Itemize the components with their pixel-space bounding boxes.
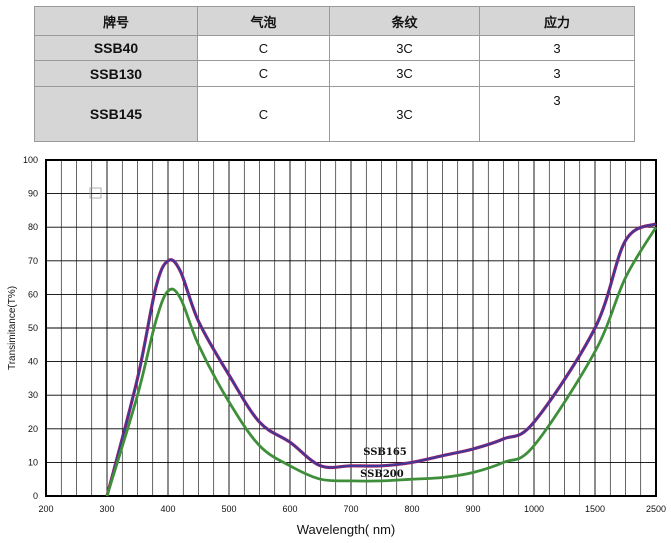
spec-table: 牌号 气泡 条纹 应力 SSB40 C 3C 3 SSB130 C 3C 3 S… xyxy=(34,6,635,142)
cell-grade: SSB40 xyxy=(34,35,198,61)
y-tick-label: 90 xyxy=(28,189,38,199)
table-row: SSB40 C 3C 3 xyxy=(34,35,635,61)
x-tick-label: 1500 xyxy=(585,504,605,514)
cell-striae: 3C xyxy=(329,86,480,142)
x-axis-label: Wavelength( nm) xyxy=(297,522,396,537)
x-tick-label: 700 xyxy=(343,504,358,514)
y-tick-label: 80 xyxy=(28,222,38,232)
x-tick-label: 600 xyxy=(282,504,297,514)
series-labels: SSB165 SSB200 xyxy=(360,447,407,480)
x-tick-label: 2500 xyxy=(646,504,666,514)
x-tick-label: 500 xyxy=(221,504,236,514)
y-tick-label: 60 xyxy=(28,289,38,299)
transmittance-chart: 0 10 20 30 40 50 60 70 80 90 100 200 300 400 500 600 700… xyxy=(7,155,666,537)
cell-bubbles: C xyxy=(197,86,330,142)
y-tick-label: 0 xyxy=(33,491,38,501)
x-tick-label: 1000 xyxy=(524,504,544,514)
cell-grade: SSB145 xyxy=(34,86,198,142)
table-row: SSB145 C 3C 3 xyxy=(34,86,635,142)
col-header-bubbles: 气泡 xyxy=(197,6,330,36)
x-tick-label: 900 xyxy=(465,504,480,514)
cell-stress: 3 xyxy=(479,60,635,87)
y-tick-label: 20 xyxy=(28,424,38,434)
series-label-ssb165: SSB165 xyxy=(363,447,407,458)
series-lines xyxy=(105,222,658,497)
y-tick-label: 40 xyxy=(28,357,38,367)
cell-bubbles: C xyxy=(197,35,330,61)
cell-striae: 3C xyxy=(329,60,480,87)
y-tick-label: 10 xyxy=(28,457,38,467)
series-line-ssb165 xyxy=(106,222,657,497)
col-header-striae: 条纹 xyxy=(329,6,480,36)
x-tick-label: 800 xyxy=(404,504,419,514)
y-tick-label: 50 xyxy=(28,323,38,333)
plot-frame xyxy=(45,159,657,497)
x-tick-label: 200 xyxy=(38,504,53,514)
cell-stress: 3 xyxy=(479,86,635,142)
y-tick-label: 100 xyxy=(23,155,38,165)
col-header-grade: 牌号 xyxy=(34,6,198,36)
x-tick-label: 400 xyxy=(160,504,175,514)
cell-grade: SSB130 xyxy=(34,60,198,87)
table-row: SSB130 C 3C 3 xyxy=(34,60,635,87)
cell-stress: 3 xyxy=(479,35,635,61)
table-header-row: 牌号 气泡 条纹 应力 xyxy=(34,6,635,36)
cell-striae: 3C xyxy=(329,35,480,61)
small-square-mark xyxy=(89,187,102,199)
series-label-ssb200: SSB200 xyxy=(360,469,404,480)
chart-grid xyxy=(46,160,656,496)
y-tick-label: 70 xyxy=(28,256,38,266)
cell-bubbles: C xyxy=(197,60,330,87)
tick-labels: 0 10 20 30 40 50 60 70 80 90 100 200 300 400 500 600 700… xyxy=(23,155,666,514)
y-tick-label: 30 xyxy=(28,390,38,400)
x-tick-label: 300 xyxy=(99,504,114,514)
y-axis-label: Transimitance(T%) xyxy=(7,286,18,370)
series-line-ssb200 xyxy=(105,226,658,497)
col-header-stress: 应力 xyxy=(479,6,635,36)
